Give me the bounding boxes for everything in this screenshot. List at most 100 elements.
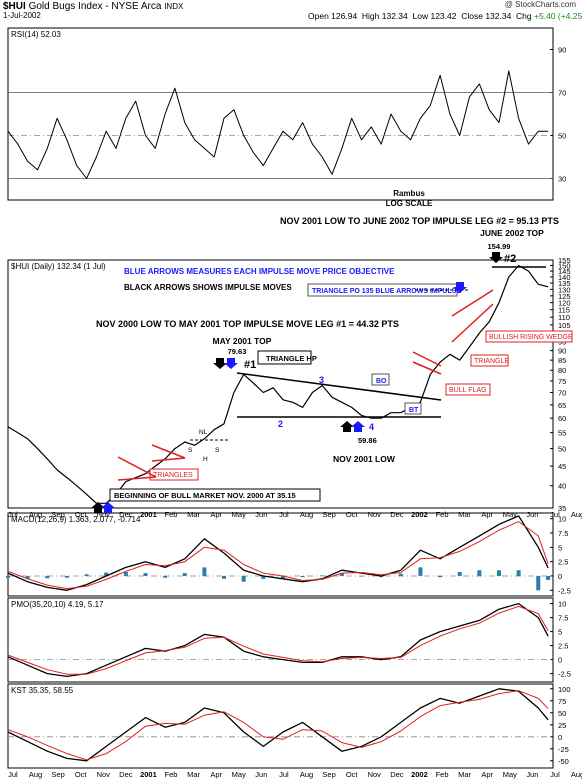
pmo-ytick-label: 10 <box>558 600 566 609</box>
triangle-label: TRIANGLE <box>474 358 509 365</box>
rsi-frame <box>7 27 554 201</box>
kst-frame <box>7 683 554 769</box>
kst-ytick-label: 0 <box>558 733 562 742</box>
rsi-ytick-label: 30 <box>558 175 566 184</box>
macd-histogram-bar <box>398 573 403 576</box>
kst-ytick-label: -50 <box>558 757 569 766</box>
price-xtick-label: Feb <box>436 510 449 519</box>
triangle-hp-box <box>257 350 312 365</box>
macd-histogram-bar <box>438 575 443 578</box>
price-xtick-label: Apr <box>210 510 222 519</box>
rsi-line <box>7 70 549 179</box>
kst-xtick-label: Feb <box>436 770 449 779</box>
kst-xtick-label: Apr <box>481 770 493 779</box>
price-xtick-label: Mar <box>187 510 200 519</box>
bo-label: BO <box>376 378 387 385</box>
macd-histogram-bar <box>261 575 266 579</box>
wedge-box <box>485 330 573 343</box>
price-xtick-label: Apr <box>481 510 493 519</box>
bull-flag-box <box>445 383 491 396</box>
macd-histogram-bar <box>536 575 541 591</box>
macd-histogram-bar <box>202 567 207 576</box>
price-xtick-label: Aug <box>29 510 42 519</box>
price-ytick-label: 125 <box>558 292 571 301</box>
kst-xtick-label: Mar <box>187 770 200 779</box>
may-top-value: 79.63 <box>228 347 247 356</box>
price-ytick-label: 130 <box>558 285 571 294</box>
kst-ytick-label: 100 <box>558 685 571 694</box>
june-top-label: JUNE 2002 TOP <box>480 228 544 238</box>
bull-flag-label: BULL FLAG <box>449 387 486 394</box>
price-xtick-label: Aug <box>300 510 313 519</box>
hs-neckline: NL <box>199 429 208 436</box>
blue-arrow-triangle <box>453 282 467 293</box>
kst-ytick-label: 75 <box>558 697 566 706</box>
kst-xtick-label: Oct <box>346 770 359 779</box>
price-legend: $HUI (Daily) 132.34 (1 Jul) <box>11 262 106 271</box>
price-xtick-label: Jun <box>255 510 267 519</box>
kst-xtick-label: Apr <box>210 770 222 779</box>
triangles-label: TRIANGLES <box>153 472 193 479</box>
bull-flag-upper <box>412 351 442 367</box>
macd-ytick-label: 5 <box>558 543 562 552</box>
pmo-ytick-label: 5 <box>558 628 562 637</box>
price-xtick-label: May <box>232 510 246 519</box>
price-ytick-label: 65 <box>558 401 566 410</box>
kst-xtick-label: Mar <box>458 770 471 779</box>
macd-histogram-bar <box>477 570 482 576</box>
pmo-line <box>7 602 549 678</box>
macd-ytick-label: -2.5 <box>558 586 571 595</box>
bo-box <box>371 373 390 386</box>
kst-legend: KST 35.35, 58.55 <box>11 686 74 695</box>
pmo-legend: PMO(35,20,10) 4.19, 5.17 <box>11 600 104 609</box>
kst-xtick-label: Aug <box>29 770 42 779</box>
hs-right-shoulder: S <box>215 447 220 454</box>
kst-xtick-label: Sep <box>51 770 64 779</box>
leg1-marker: #1 <box>244 359 256 371</box>
kst-ytick-label: -25 <box>558 745 569 754</box>
price-xtick-label: Feb <box>165 510 178 519</box>
rsi-ytick-label: 90 <box>558 46 566 55</box>
price-xtick-label: Nov <box>97 510 111 519</box>
low-label: Low <box>412 11 429 21</box>
price-xtick-label: Sep <box>51 510 64 519</box>
kst-xtick-label: Jul <box>279 770 289 779</box>
pmo-frame <box>7 597 554 683</box>
kst-xtick-label: Dec <box>119 770 133 779</box>
open-value: 126.94 <box>331 11 358 21</box>
price-xtick-label: May <box>503 510 517 519</box>
may-top-label: MAY 2001 TOP <box>213 336 272 346</box>
rsi-ytick-label: 70 <box>558 89 566 98</box>
chart-marks <box>6 70 551 762</box>
price-ytick-label: 45 <box>558 462 566 471</box>
blue-arrow-may <box>224 358 238 369</box>
kst-xtick-label: Jul <box>550 770 560 779</box>
kst-xtick-label: 2002 <box>411 770 428 779</box>
price-xtick-label: Dec <box>390 510 404 519</box>
chg-label: Chg <box>516 11 532 21</box>
macd-histogram-bar <box>104 572 109 576</box>
macd-histogram-bar <box>25 575 30 579</box>
black-arrow-nov00 <box>91 502 105 513</box>
rambus-label: Rambus <box>393 189 425 198</box>
pmo-ytick-label: 0 <box>558 656 562 665</box>
macd-histogram-bar <box>241 575 246 582</box>
price-xtick-label: Mar <box>458 510 471 519</box>
price-ytick-label: 55 <box>558 429 566 438</box>
macd-frame <box>7 512 554 597</box>
high-value: 132.34 <box>381 11 408 21</box>
pmo-ytick-label: 7.5 <box>558 614 568 623</box>
price-ytick-label: 75 <box>558 377 566 386</box>
kst-xtick-label: Nov <box>97 770 111 779</box>
price-ytick-label: 90 <box>558 347 566 356</box>
symbol: $HUI <box>3 1 26 12</box>
bt-label: BT <box>409 407 419 414</box>
kst-xtick-label: Jun <box>255 770 267 779</box>
price-ytick-label: 140 <box>558 273 571 282</box>
price-xtick-label: 2002 <box>411 510 428 519</box>
chart-title: $HUI Gold Bugs Index - NYSE Arca INDX <box>3 1 183 12</box>
kst-xtick-label: Aug <box>300 770 313 779</box>
watermark: @ StockCharts.com <box>504 0 576 9</box>
